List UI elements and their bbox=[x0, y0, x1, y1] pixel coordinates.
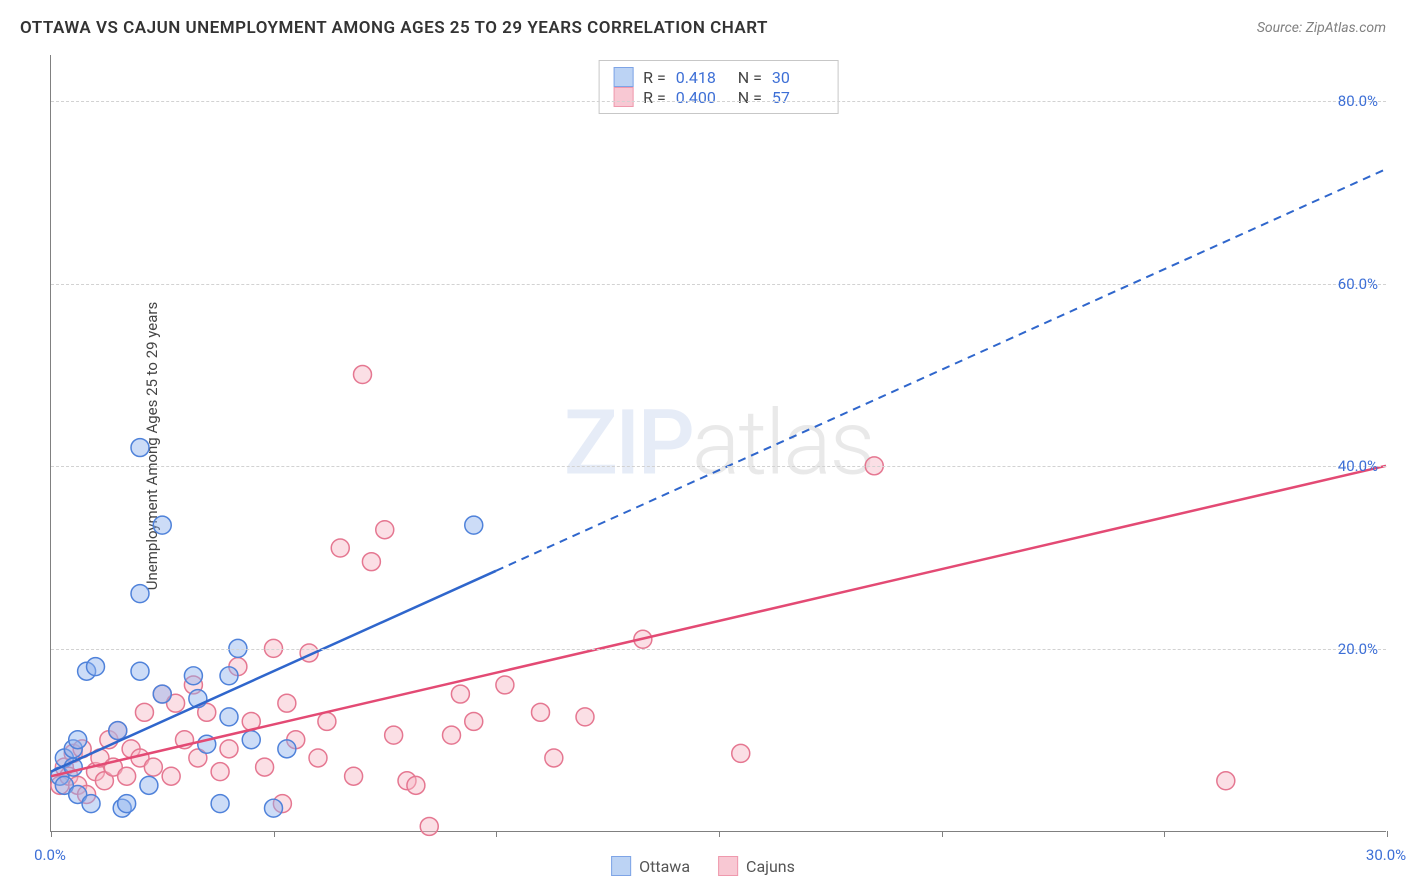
x-tick-label: 0.0% bbox=[34, 846, 66, 864]
y-tick-label: 60.0% bbox=[1338, 275, 1378, 293]
cajuns-point bbox=[496, 676, 514, 694]
cajuns-point bbox=[162, 767, 180, 785]
ottawa-point bbox=[109, 722, 127, 740]
series-legend-label: Ottawa bbox=[639, 857, 690, 876]
stat-legend-row: R = 0.418 N = 30 bbox=[613, 67, 824, 87]
plot-svg bbox=[51, 55, 1386, 831]
source-label: Source: ZipAtlas.com bbox=[1257, 20, 1386, 36]
n-value: 30 bbox=[772, 68, 824, 87]
x-tick bbox=[1164, 831, 1165, 837]
legend-swatch-icon bbox=[613, 87, 633, 107]
ottawa-point bbox=[465, 516, 483, 534]
cajuns-point bbox=[385, 726, 403, 744]
ottawa-point bbox=[140, 776, 158, 794]
ottawa-point bbox=[131, 662, 149, 680]
series-legend-label: Cajuns bbox=[746, 857, 795, 876]
x-tick bbox=[496, 831, 497, 837]
series-legend-item: Ottawa bbox=[611, 856, 690, 876]
cajuns-point bbox=[465, 712, 483, 730]
cajuns-point bbox=[211, 763, 229, 781]
cajuns-point bbox=[407, 776, 425, 794]
cajuns-point bbox=[545, 749, 563, 767]
n-value: 57 bbox=[772, 88, 824, 107]
ottawa-point bbox=[87, 658, 105, 676]
series-legend: Ottawa Cajuns bbox=[611, 856, 795, 876]
cajuns-point bbox=[443, 726, 461, 744]
cajuns-point bbox=[376, 521, 394, 539]
plot-area: ZIPatlas R =0.418N =30R =0.400N =57 20.0… bbox=[50, 55, 1386, 832]
title-bar: OTTAWA VS CAJUN UNEMPLOYMENT AMONG AGES … bbox=[20, 18, 1386, 38]
cajuns-point bbox=[256, 758, 274, 776]
ottawa-point bbox=[69, 731, 87, 749]
cajuns-point bbox=[278, 694, 296, 712]
trend-line bbox=[496, 169, 1386, 571]
n-label: N = bbox=[738, 88, 762, 107]
cajuns-point bbox=[1217, 772, 1235, 790]
cajuns-point bbox=[354, 366, 372, 384]
cajuns-point bbox=[451, 685, 469, 703]
ottawa-point bbox=[153, 685, 171, 703]
ottawa-point bbox=[184, 667, 202, 685]
ottawa-point bbox=[242, 731, 260, 749]
gridline bbox=[51, 284, 1386, 285]
cajuns-point bbox=[135, 703, 153, 721]
legend-swatch-icon bbox=[613, 67, 633, 87]
gridline bbox=[51, 101, 1386, 102]
cajuns-point bbox=[345, 767, 363, 785]
ottawa-point bbox=[131, 585, 149, 603]
n-label: N = bbox=[738, 68, 762, 87]
r-value: 0.418 bbox=[676, 68, 728, 87]
cajuns-point bbox=[309, 749, 327, 767]
cajuns-point bbox=[318, 712, 336, 730]
cajuns-point bbox=[576, 708, 594, 726]
cajuns-point bbox=[532, 703, 550, 721]
gridline bbox=[51, 466, 1386, 467]
series-legend-item: Cajuns bbox=[718, 856, 795, 876]
gridline bbox=[51, 649, 1386, 650]
ottawa-point bbox=[220, 708, 238, 726]
cajuns-point bbox=[144, 758, 162, 776]
x-tick bbox=[274, 831, 275, 837]
y-tick-label: 40.0% bbox=[1338, 457, 1378, 475]
x-tick bbox=[719, 831, 720, 837]
ottawa-point bbox=[118, 795, 136, 813]
chart-title: OTTAWA VS CAJUN UNEMPLOYMENT AMONG AGES … bbox=[20, 18, 768, 38]
stat-legend-row: R = 0.400 N = 57 bbox=[613, 87, 824, 107]
ottawa-point bbox=[131, 439, 149, 457]
x-tick bbox=[942, 831, 943, 837]
trend-line bbox=[51, 466, 1386, 776]
legend-swatch-icon bbox=[611, 856, 631, 876]
ottawa-point bbox=[220, 667, 238, 685]
r-label: R = bbox=[643, 68, 666, 87]
ottawa-point bbox=[153, 516, 171, 534]
ottawa-point bbox=[278, 740, 296, 758]
r-label: R = bbox=[643, 88, 666, 107]
stat-legend: R = 0.418 N = 30 R = 0.400 N = 57 bbox=[598, 60, 839, 114]
x-tick-label: 30.0% bbox=[1366, 846, 1406, 864]
cajuns-point bbox=[331, 539, 349, 557]
y-tick-label: 20.0% bbox=[1338, 640, 1378, 658]
trend-line bbox=[51, 571, 496, 772]
cajuns-point bbox=[732, 744, 750, 762]
cajuns-point bbox=[362, 553, 380, 571]
ottawa-point bbox=[211, 795, 229, 813]
legend-swatch-icon bbox=[718, 856, 738, 876]
r-value: 0.400 bbox=[676, 88, 728, 107]
x-tick bbox=[1387, 831, 1388, 837]
cajuns-point bbox=[118, 767, 136, 785]
ottawa-point bbox=[82, 795, 100, 813]
x-tick bbox=[51, 831, 52, 837]
cajuns-point bbox=[420, 817, 438, 835]
cajuns-point bbox=[220, 740, 238, 758]
ottawa-point bbox=[265, 799, 283, 817]
y-tick-label: 80.0% bbox=[1338, 92, 1378, 110]
